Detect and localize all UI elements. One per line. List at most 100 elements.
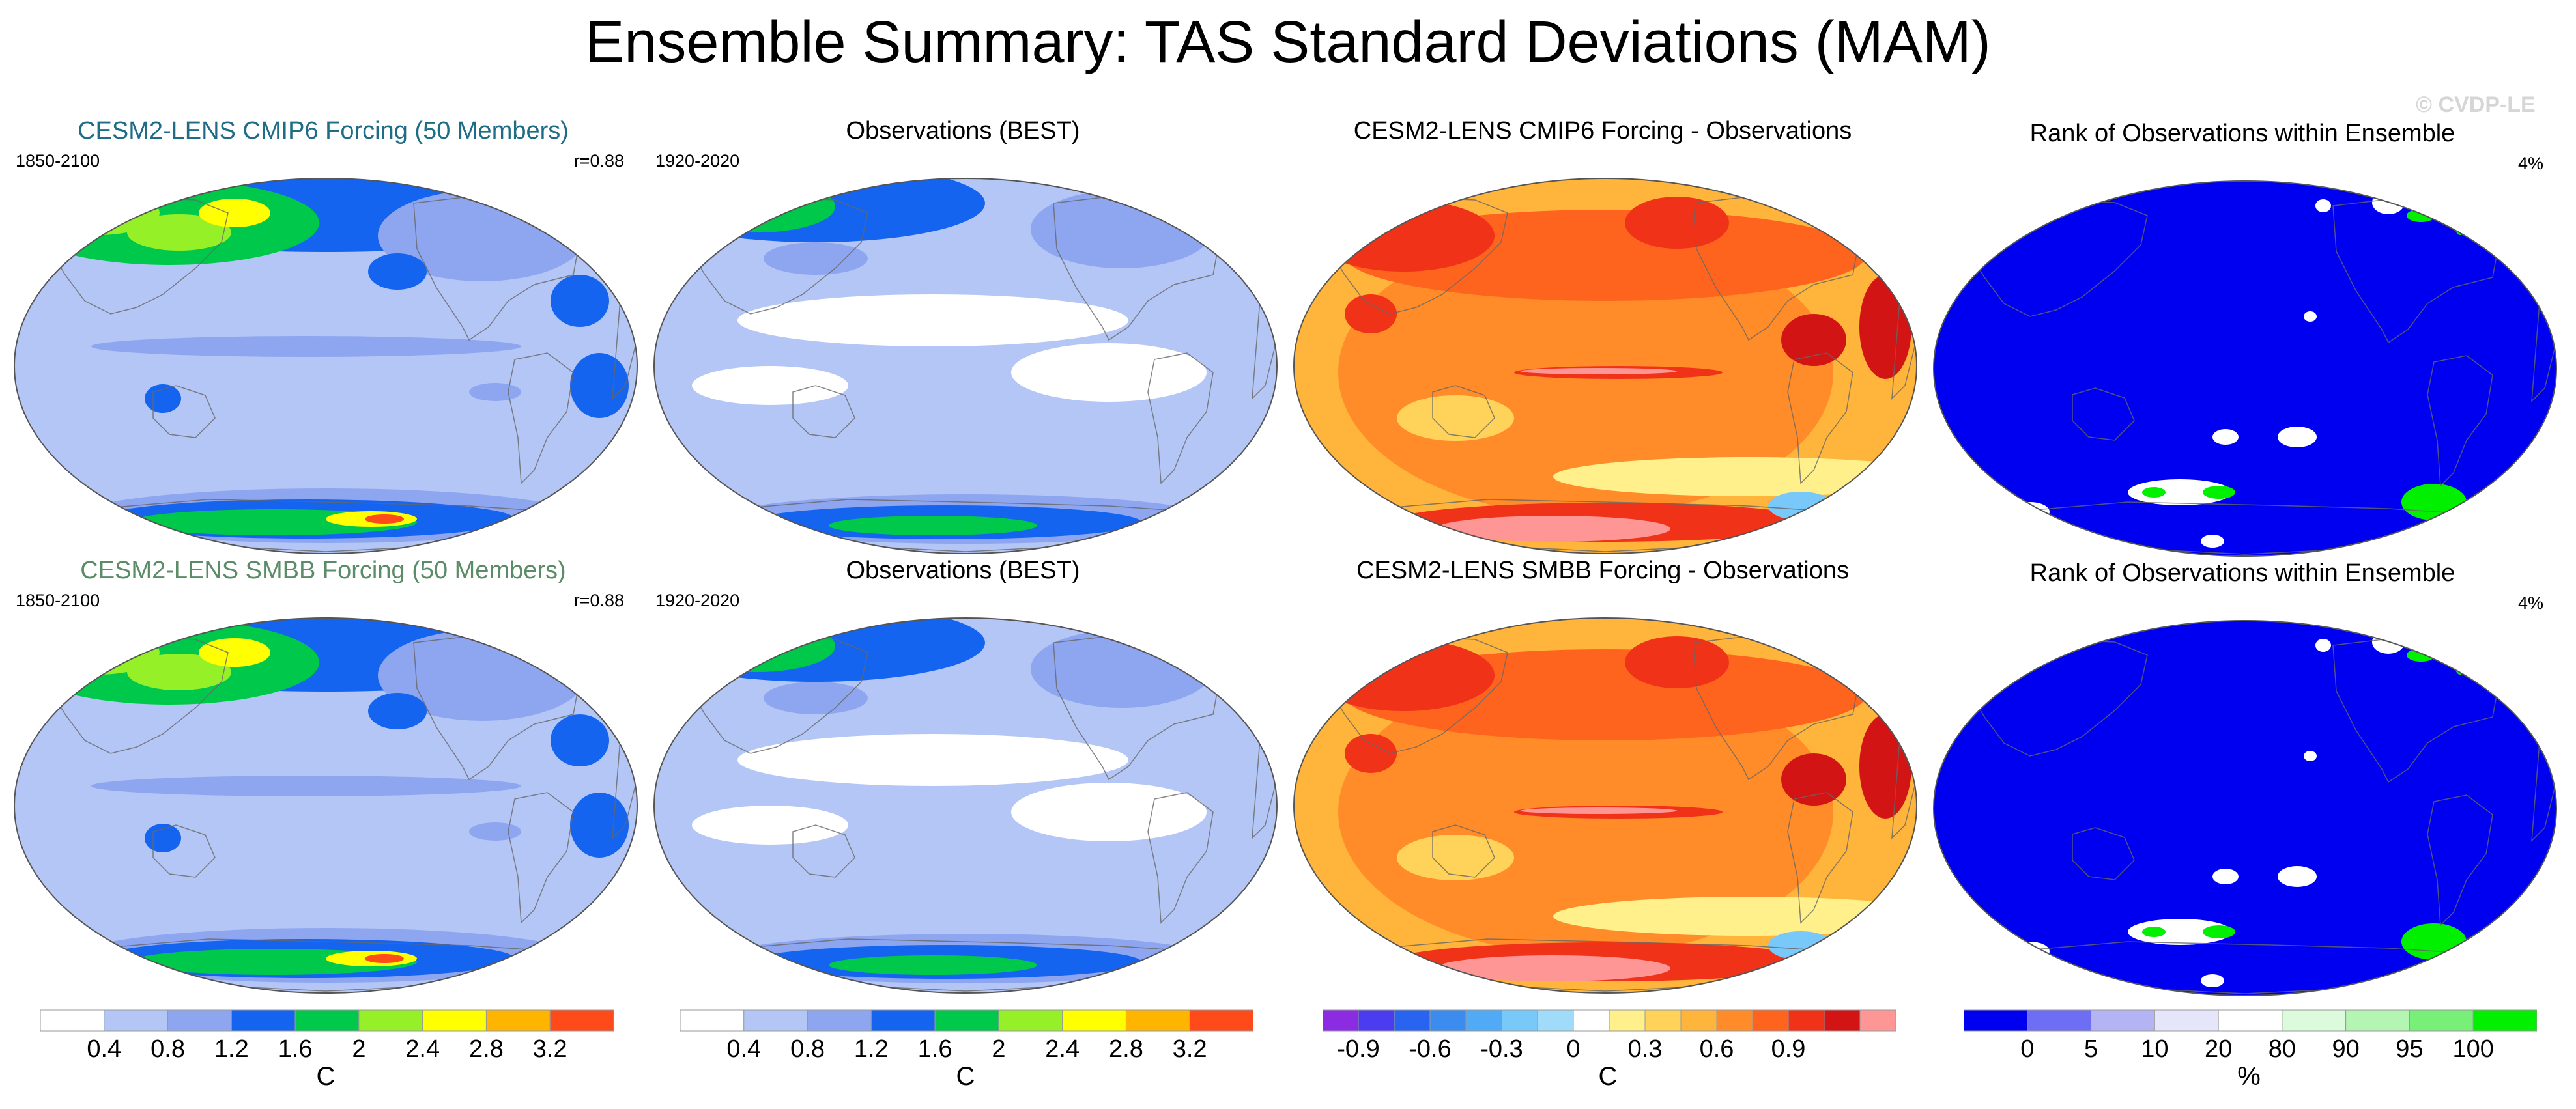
panel-title: Observations (BEST) [846,117,1080,145]
contour-ocean-base [1934,621,2556,996]
contour-central-asia [127,654,231,690]
coast-asia [38,196,229,315]
coast-asia [38,636,229,754]
contour-cold-patch-2 [1856,493,1889,519]
contour-equatorial-band [91,776,521,796]
colorbar-swatch-4 [1429,1009,1467,1032]
coast-south-america [1787,352,1853,484]
map-smbb-model [14,617,638,994]
colorbar-swatch-9 [2472,1009,2537,1032]
colorbar-swatch-8 [1125,1009,1190,1032]
map-layer [1294,178,1917,554]
colorbar-swatch-3 [1394,1009,1431,1032]
map-layer [14,178,637,554]
coast-south-america [2427,794,2493,927]
map-rank-2 [1933,620,2557,996]
contour-australia [145,384,181,413]
rank-region-12 [2128,919,2232,945]
colorbar-swatch-2 [1358,1009,1395,1032]
colorbar-swatch-12 [1716,1009,1753,1032]
colorbar-swatch-4 [870,1009,936,1032]
colorbar-tick-label: 1.2 [854,1035,889,1061]
coast-australia [152,385,216,438]
colorbar-unit: C [1598,1062,1618,1091]
contour-southern-ocean-mild [1397,835,1514,880]
coast-south-america [1147,792,1214,924]
contour-central-asia [764,682,868,714]
contour-north-pacific [368,693,427,729]
colorbar-swatch-7 [422,1009,487,1032]
colorbar-swatch-4 [231,1009,296,1032]
map-cmip6-model [14,178,638,554]
colorbar-swatch-6 [358,1009,423,1032]
colorbar-swatch-1 [40,1009,105,1032]
coast-australia [2072,827,2135,880]
colorbar-tick-label: -0.9 [1337,1035,1379,1061]
colorbar-tick-label: 1.6 [278,1035,313,1061]
contour-india-warm [1345,294,1397,333]
colorbar-swatch-4 [2154,1009,2219,1032]
contour-cold-patch-1 [1768,931,1833,960]
colorbar-swatch-1 [1964,1009,2028,1032]
contour-antarctic-peak [1154,949,1207,968]
coast-south-america [2427,355,2493,487]
contour-antarctic-peak [1154,510,1207,528]
coast-australia [792,385,855,438]
contour-low-variance-west [692,806,848,845]
panel-rank-percent: 4% [2517,154,2543,173]
colorbar-sd-2-svg: 0.4 0.8 1.2 1.6 2 2.4 2.8 3.2 [680,1009,1253,1061]
colorbar-swatch-5 [934,1009,999,1032]
colorbar-swatch-5 [294,1009,360,1032]
map-border [14,178,638,554]
contour-central-asia [764,242,868,275]
contour-amazon-warm [1781,753,1846,806]
contour-pacific-warm [1625,636,1729,688]
contour-low-variance-west [692,366,848,405]
map-border [653,178,1278,554]
watermark: © CVDP-LE [2416,92,2536,117]
rank-region-6 [2452,629,2468,675]
rank-region-11 [2212,869,2239,884]
colorbar-swatch-9 [549,1009,614,1032]
panel-obs-1: Observations (BEST) 1920-2020 [644,117,1282,554]
panel-title: CESM2-LENS SMBB Forcing (50 Members) [80,557,566,584]
coast-asia [1958,199,2148,317]
contour-cold-patch-3 [1325,189,1390,204]
colorbar-swatch-3 [2091,1009,2155,1032]
contour-cold-patch-1 [1768,492,1833,520]
panel-smbb-model: CESM2-LENS SMBB Forcing (50 Members) 185… [4,557,642,994]
coast-south-america [508,352,574,484]
panel-period: 1850-2100 [16,591,100,610]
colorbar-swatch-6 [1501,1009,1538,1032]
panel-rank-percent: 4% [2517,593,2543,613]
rank-region-10 [2278,866,2317,887]
rank-region-5 [2407,649,2435,662]
colorbar-tick-label: 3.2 [1173,1035,1207,1061]
rank-region-17 [2201,535,2224,548]
rank-region-1 [2005,631,2042,647]
rank-region-8 [2315,199,2331,212]
colorbar-swatch-8 [2409,1009,2474,1032]
contour-equatorial-max [1521,807,1677,814]
colorbar-tick-label: 2 [992,1035,1005,1061]
coast-south-america [1787,792,1853,924]
colorbar-swatch-8 [1573,1009,1610,1032]
panel-obs-2: Observations (BEST) 1920-2020 [644,557,1282,994]
colorbar-tick-label: 95 [2396,1035,2423,1061]
colorbar-swatch-2 [743,1009,809,1032]
rank-region-8 [2315,639,2331,652]
panel-title: CESM2-LENS SMBB Forcing - Observations [1356,557,1849,584]
coast-australia [152,824,216,878]
contour-east-siberia [199,199,270,227]
contour-low-variance-east [1011,783,1207,841]
colorbar-swatch-6 [998,1009,1063,1032]
panel-title: Rank of Observations within Ensemble [2029,120,2455,147]
colorbar-swatch-11 [1680,1009,1717,1032]
contour-antarctic-high [829,955,1037,975]
colorbar-tick-label: 20 [2205,1035,2232,1061]
contour-north-atlantic [551,714,609,766]
contour-south-america [570,353,629,418]
colorbar-sd-2: 0.4 0.8 1.2 1.6 2 2.4 2.8 3.2 C [680,1009,1253,1093]
rank-region-16 [2420,927,2461,950]
map-obs-2 [653,617,1278,994]
